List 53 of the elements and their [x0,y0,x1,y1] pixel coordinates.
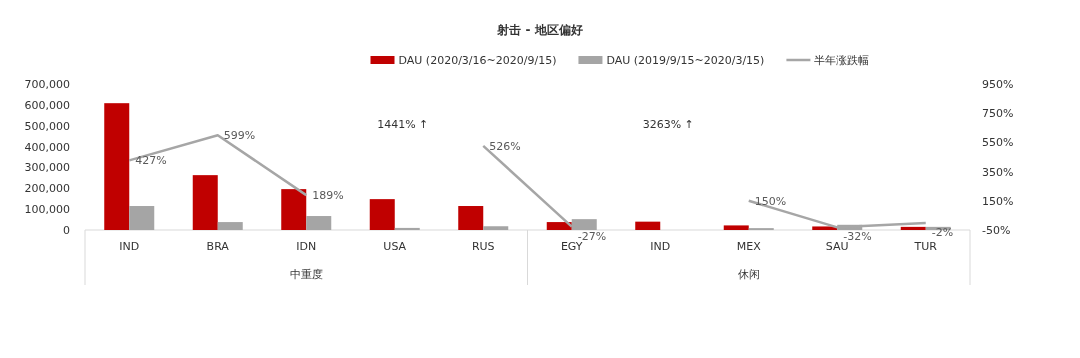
y-tick-label: 600,000 [24,98,70,112]
annotation: 3263% ↑ [642,118,694,131]
bar [104,103,130,230]
x-tick-label: TUR [913,240,938,253]
legend-label: DAU (2019/9/15~2020/3/15) [606,54,765,67]
data-label: 150% [754,194,787,208]
bar [281,189,307,230]
data-label: -27% [577,229,607,243]
y2-tick-label: 950% [982,78,1014,91]
text: 中重度 [289,268,323,281]
y2-tick-label: 550% [982,136,1014,150]
legend-label: DAU (2020/3/16~2020/9/15) [398,54,557,67]
data-label: -2% [931,225,954,239]
data-label: 427% [135,154,167,168]
bar [129,206,155,230]
chart-title: 射击 - 地区偏好 [496,23,583,37]
bar [723,225,749,230]
bar [394,227,420,230]
y-tick-label: 400,000 [24,140,70,154]
y-tick-label: 100,000 [24,203,70,217]
bar [217,222,243,230]
y-tick-label: 500,000 [24,119,70,133]
y-tick-label: 0 [63,224,70,237]
y2-tick-label: -50% [982,224,1011,237]
y2-tick-label: 150% [982,194,1014,208]
legend-label: 半年涨跌幅 [814,54,870,67]
x-tick-label: MEX [736,240,762,253]
data-label: 189% [312,189,344,203]
x-tick-label: EGY [560,240,583,253]
bar [192,175,218,230]
text: 休闲 [737,268,760,281]
annotation: 1441% ↑ [377,118,429,131]
data-label: 599% [223,129,256,143]
data-label: 526% [489,139,521,153]
bar [546,222,572,230]
x-tick-label: BRA [206,240,230,253]
y2-tick-label: 350% [982,165,1014,179]
x-tick-label: RUS [471,240,495,253]
y-tick-label: 200,000 [24,182,70,196]
x-tick-label: IDN [296,240,317,253]
y-tick-label: 300,000 [24,161,70,175]
bar [306,216,332,230]
bar [635,221,661,230]
bar [900,226,926,230]
bar [369,199,395,230]
x-tick-label: IND [119,240,140,253]
x-tick-label: IND [650,240,671,253]
y-tick-label: 700,000 [24,78,70,91]
y2-tick-label: 750% [982,107,1014,121]
x-tick-label: SAU [825,240,849,253]
bar [483,226,509,230]
bar [458,206,484,230]
x-tick-label: USA [383,240,407,253]
